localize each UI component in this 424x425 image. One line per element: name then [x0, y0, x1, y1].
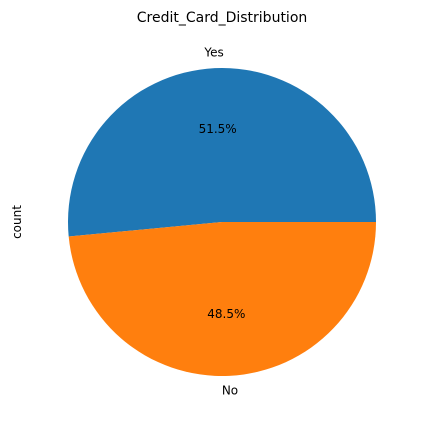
- pie-labels: Yes 51.5% No 48.5%: [199, 45, 246, 397]
- pie-slices: [67, 67, 377, 376]
- chart-title: Credit_Card_Distribution: [137, 10, 308, 26]
- slice-percent-yes: 51.5%: [199, 122, 237, 136]
- pie-slice-no: [68, 222, 376, 376]
- slice-label-yes: Yes: [203, 45, 223, 59]
- y-axis-label: count: [10, 205, 24, 239]
- slice-percent-no: 48.5%: [207, 307, 245, 321]
- pie-slice-yes: [67, 67, 377, 237]
- slice-label-no: No: [222, 384, 238, 398]
